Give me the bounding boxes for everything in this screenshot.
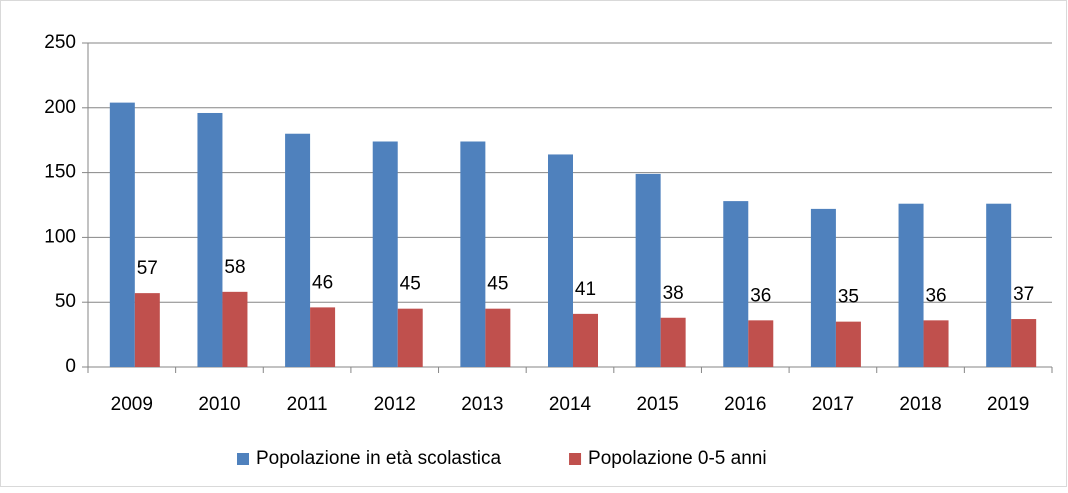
x-tick-label: 2016 <box>724 394 766 415</box>
bar <box>810 208 836 367</box>
bar <box>573 313 598 367</box>
data-label: 58 <box>224 257 245 278</box>
x-tick-label: 2017 <box>812 394 854 415</box>
legend-swatch <box>237 453 249 465</box>
x-tick-label: 2014 <box>549 394 592 415</box>
legend-swatch <box>569 453 582 465</box>
data-label: 41 <box>575 279 596 300</box>
y-tick-label: 50 <box>55 291 76 312</box>
legend-label: Popolazione in età scolastica <box>256 448 501 469</box>
bar <box>898 203 924 367</box>
bar <box>109 102 135 367</box>
data-label: 36 <box>925 285 946 306</box>
bar <box>485 308 511 367</box>
bar <box>1011 319 1037 367</box>
x-tick-label: 2012 <box>374 394 416 415</box>
data-label: 36 <box>750 285 771 306</box>
y-tick-label: 100 <box>44 226 76 247</box>
bar <box>134 293 160 367</box>
x-tick-label: 2013 <box>461 394 503 415</box>
y-tick-label: 150 <box>44 162 76 183</box>
data-label: 46 <box>312 272 333 293</box>
bar <box>635 173 661 367</box>
bar <box>372 141 398 367</box>
data-label: 38 <box>663 283 684 304</box>
x-tick-label: 2019 <box>987 394 1029 415</box>
data-label: 37 <box>1013 284 1034 305</box>
bar <box>748 320 774 367</box>
bar <box>723 201 749 367</box>
y-tick-label: 200 <box>44 97 76 118</box>
bar <box>986 203 1012 367</box>
x-tick-label: 2011 <box>287 394 328 415</box>
bar <box>397 308 423 367</box>
data-label: 57 <box>137 258 158 279</box>
bar <box>285 133 311 367</box>
bar <box>548 154 573 367</box>
data-label: 45 <box>487 274 508 295</box>
x-tick-label: 2009 <box>111 394 153 415</box>
bar <box>923 320 949 367</box>
y-tick-label: 250 <box>44 32 76 53</box>
x-tick-label: 2015 <box>636 394 678 415</box>
bar <box>222 291 248 367</box>
bar <box>310 307 336 367</box>
x-tick-label: 2010 <box>198 394 240 415</box>
legend-label: Popolazione 0-5 anni <box>588 448 767 469</box>
data-label: 45 <box>400 274 421 295</box>
bar <box>660 317 686 367</box>
data-label: 35 <box>838 287 859 308</box>
y-tick-label: 0 <box>65 356 76 377</box>
bar <box>835 321 861 367</box>
bar <box>460 141 486 367</box>
bar <box>197 112 223 367</box>
x-tick-label: 2018 <box>899 394 941 415</box>
